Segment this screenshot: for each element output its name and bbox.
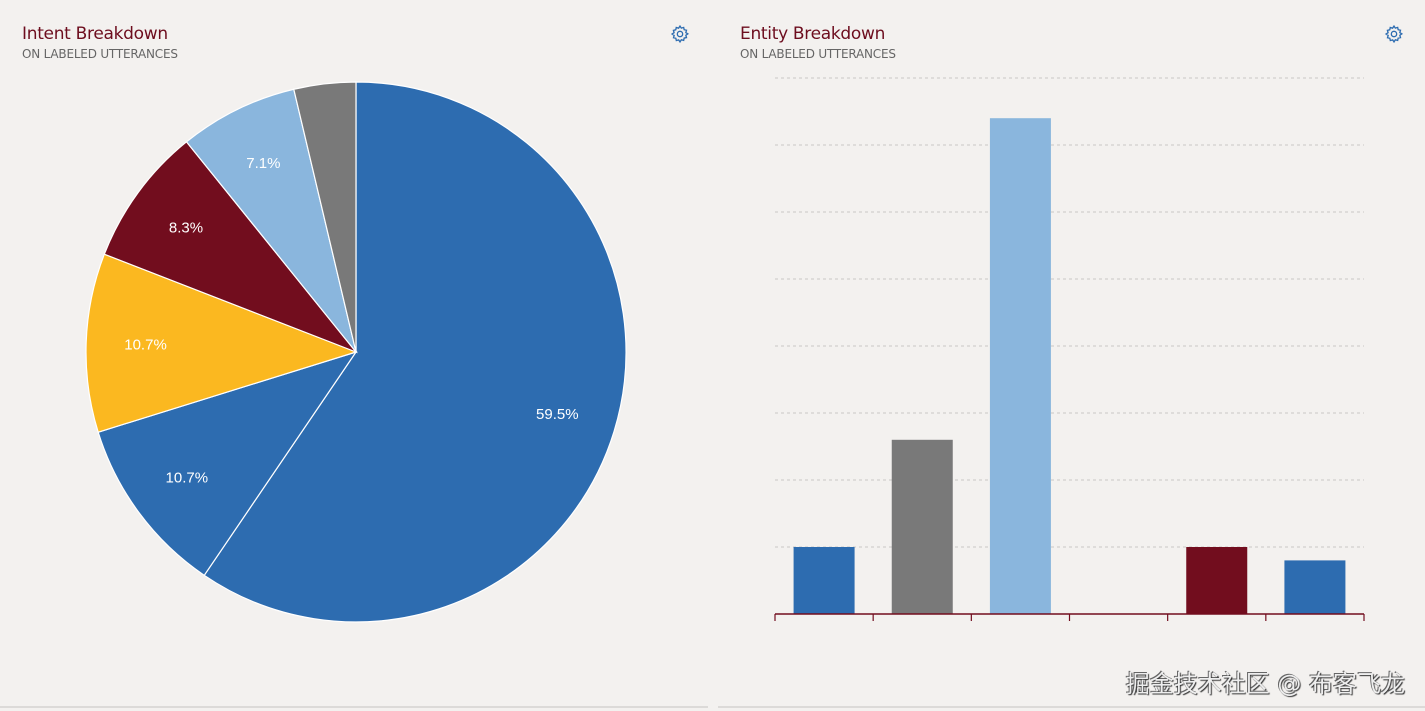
entity-title: Entity Breakdown (740, 24, 886, 44)
bar[interactable] (1284, 560, 1346, 614)
watermark: 掘金技术社区 @ 布客飞龙 (1125, 670, 1405, 698)
bar[interactable] (1186, 547, 1248, 614)
pie-slice[interactable] (97, 350, 358, 577)
pie-slice-label: 10.7% (124, 337, 167, 354)
entity-subtitle: ON LABELED UTTERANCES (740, 47, 896, 61)
pie-slice-label: 8.3% (169, 220, 203, 237)
gear-icon[interactable] (670, 24, 690, 44)
bar[interactable] (989, 118, 1051, 614)
pie-slice-label: 7.1% (246, 155, 280, 172)
pie-slice-label: 59.5% (536, 406, 579, 423)
pie-slice[interactable] (293, 81, 357, 353)
bar[interactable] (793, 547, 855, 614)
gear-icon[interactable] (1384, 24, 1404, 44)
intent-subtitle: ON LABELED UTTERANCES (22, 47, 178, 61)
pie-slice[interactable] (185, 88, 357, 353)
pie-slice[interactable] (203, 81, 627, 623)
pie-slice[interactable] (103, 140, 358, 354)
pie-slice-label: 10.7% (166, 469, 209, 486)
entity-breakdown-panel: Entity Breakdown ON LABELED UTTERANCES (718, 0, 1425, 708)
pie-slice[interactable] (85, 253, 358, 433)
intent-title: Intent Breakdown (22, 24, 168, 44)
intent-breakdown-panel: Intent Breakdown ON LABELED UTTERANCES 5… (0, 0, 708, 708)
intent-pie-chart: 59.5% 10.7% 10.7% 8.3% 7.1% (85, 81, 627, 623)
entity-bar-chart (774, 77, 1365, 621)
bar[interactable] (891, 439, 953, 614)
